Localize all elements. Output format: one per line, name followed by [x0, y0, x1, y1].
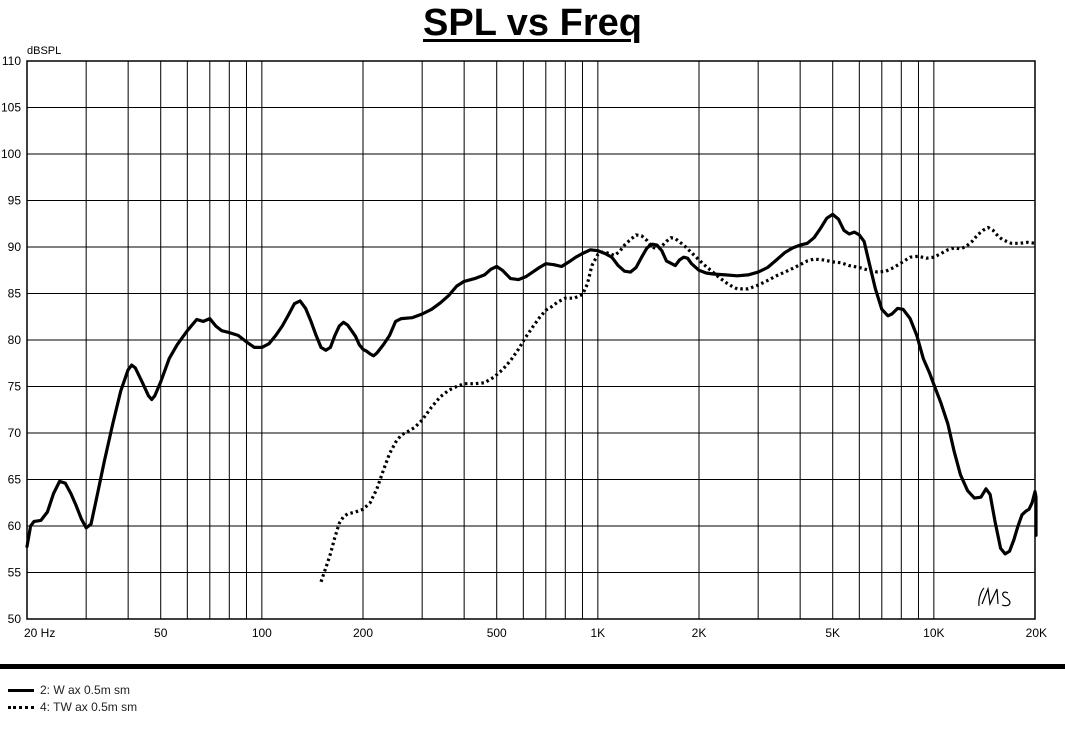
y-tick-label: 110: [2, 54, 21, 68]
series-tweeter-line: [319, 225, 1038, 583]
y-tick-label: 80: [8, 333, 22, 347]
legend-label: 2: W ax 0.5m sm: [40, 683, 131, 697]
y-tick-label: 50: [8, 612, 22, 626]
grid-minor: [27, 61, 1035, 619]
x-tick-labels: 20 Hz 50 100 200 500 1K 2K 5K 10K 20K: [24, 626, 1047, 640]
x-tick-label: 200: [353, 626, 373, 640]
x-tick-label: 500: [487, 626, 507, 640]
chart-title: SPL vs Freq: [423, 2, 642, 44]
y-tick-label: 70: [8, 426, 22, 440]
x-tick-label: 20 Hz: [24, 626, 55, 640]
y-axis-label: dBSPL: [27, 45, 61, 57]
x-tick-label: 50: [154, 626, 168, 640]
series-layer: [25, 212, 1038, 583]
y-tick-label: 60: [8, 519, 22, 533]
lms-watermark: [978, 586, 1011, 607]
y-tick-labels: 110 105 100 95 90 85 80 75 70 65 60 55 50: [1, 54, 21, 626]
x-tick-label: 1K: [591, 626, 606, 640]
y-tick-label: 75: [8, 380, 22, 394]
plot-frame: [26, 60, 1036, 620]
y-tick-label: 95: [8, 194, 22, 208]
series-woofer-line: [25, 212, 1038, 556]
legend-item-tweeter: 4: TW ax 0.5m sm: [8, 699, 137, 715]
x-tick-label: 100: [252, 626, 272, 640]
x-tick-label: 5K: [825, 626, 840, 640]
legend-swatch-dotted: [8, 705, 34, 709]
legend-swatch-solid: [8, 688, 34, 692]
legend-item-woofer: 2: W ax 0.5m sm: [8, 682, 130, 698]
x-tick-label: 10K: [923, 626, 944, 640]
x-tick-label: 20K: [1026, 626, 1047, 640]
y-tick-label: 85: [8, 287, 22, 301]
y-tick-label: 90: [8, 240, 22, 254]
y-tick-label: 100: [1, 147, 21, 161]
legend-label: 4: TW ax 0.5m sm: [40, 700, 138, 714]
y-tick-label: 65: [8, 473, 22, 487]
legend-divider: [0, 664, 1065, 669]
y-tick-label: 55: [8, 566, 22, 580]
y-tick-label: 105: [1, 101, 21, 115]
x-tick-label: 2K: [692, 626, 707, 640]
